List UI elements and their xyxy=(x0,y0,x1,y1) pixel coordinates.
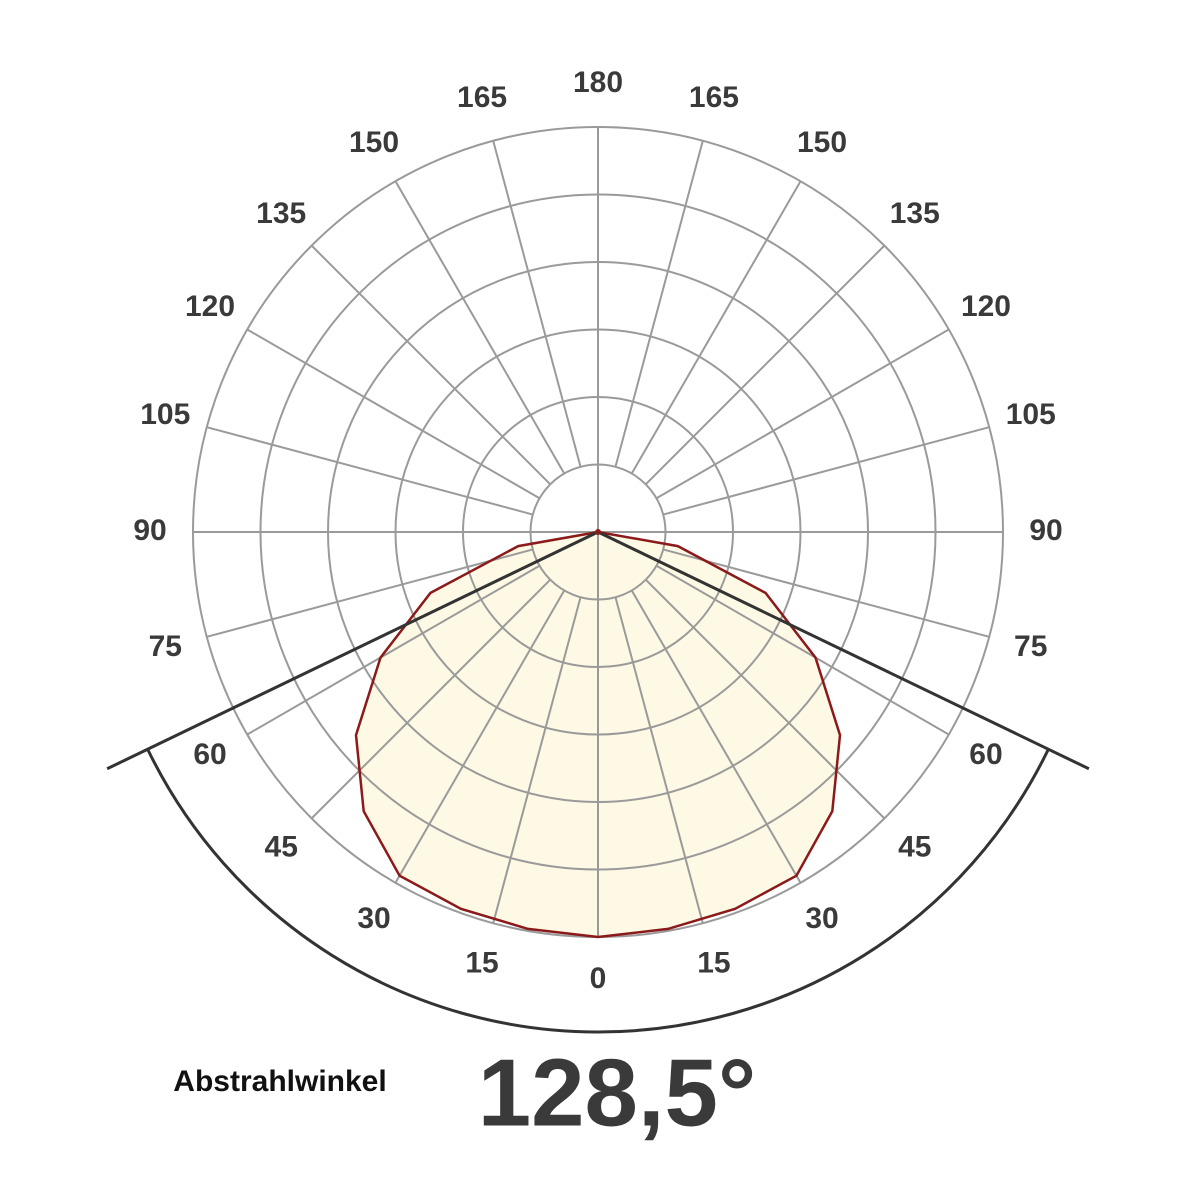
beam-line xyxy=(106,530,599,771)
angle-label: 135 xyxy=(890,197,940,230)
angle-label: 75 xyxy=(1014,630,1047,663)
spoke xyxy=(310,244,551,485)
angle-label: 45 xyxy=(265,831,298,864)
spoke xyxy=(645,579,886,820)
angle-label: 165 xyxy=(689,81,739,114)
spoke xyxy=(655,328,950,500)
spoke xyxy=(645,244,886,485)
angle-label: 90 xyxy=(133,514,166,547)
center-dot xyxy=(595,529,601,535)
angle-label: 120 xyxy=(185,290,235,323)
angle-label: 90 xyxy=(1029,514,1062,547)
spoke xyxy=(614,140,704,468)
angle-label: 120 xyxy=(961,290,1011,323)
spoke xyxy=(206,426,534,516)
spoke xyxy=(630,589,802,884)
angle-label: 15 xyxy=(697,947,730,980)
intensity-curve xyxy=(354,530,842,939)
spoke xyxy=(614,596,704,924)
spoke xyxy=(310,579,551,820)
angle-label: 60 xyxy=(193,738,226,771)
spoke xyxy=(492,596,582,924)
angle-label: 150 xyxy=(349,126,399,159)
angle-label: 45 xyxy=(898,831,931,864)
beam-arc xyxy=(146,748,1050,1034)
angle-label: 30 xyxy=(357,902,390,935)
angle-label: 150 xyxy=(797,126,847,159)
spoke xyxy=(662,548,990,638)
angle-label: 15 xyxy=(465,947,498,980)
angle-label: 105 xyxy=(140,398,190,431)
spoke xyxy=(662,426,990,516)
spoke xyxy=(394,180,566,475)
angle-label: 75 xyxy=(149,630,182,663)
beam-label: Abstrahlwinkel xyxy=(173,1065,386,1098)
spoke xyxy=(630,180,802,475)
spoke xyxy=(206,548,534,638)
angle-label: 105 xyxy=(1006,398,1056,431)
angle-label: 165 xyxy=(457,81,507,114)
angle-label: 60 xyxy=(969,738,1002,771)
angle-label: 30 xyxy=(805,902,838,935)
spoke xyxy=(492,140,582,468)
angle-label: 135 xyxy=(256,197,306,230)
spoke xyxy=(246,564,541,736)
spoke xyxy=(655,564,950,736)
angle-label: 0 xyxy=(590,962,607,995)
angle-label: 180 xyxy=(573,66,623,99)
spoke xyxy=(246,328,541,500)
spoke xyxy=(394,589,566,884)
beam-line xyxy=(597,530,1090,771)
beam-angle: 128,5° xyxy=(478,1039,757,1146)
